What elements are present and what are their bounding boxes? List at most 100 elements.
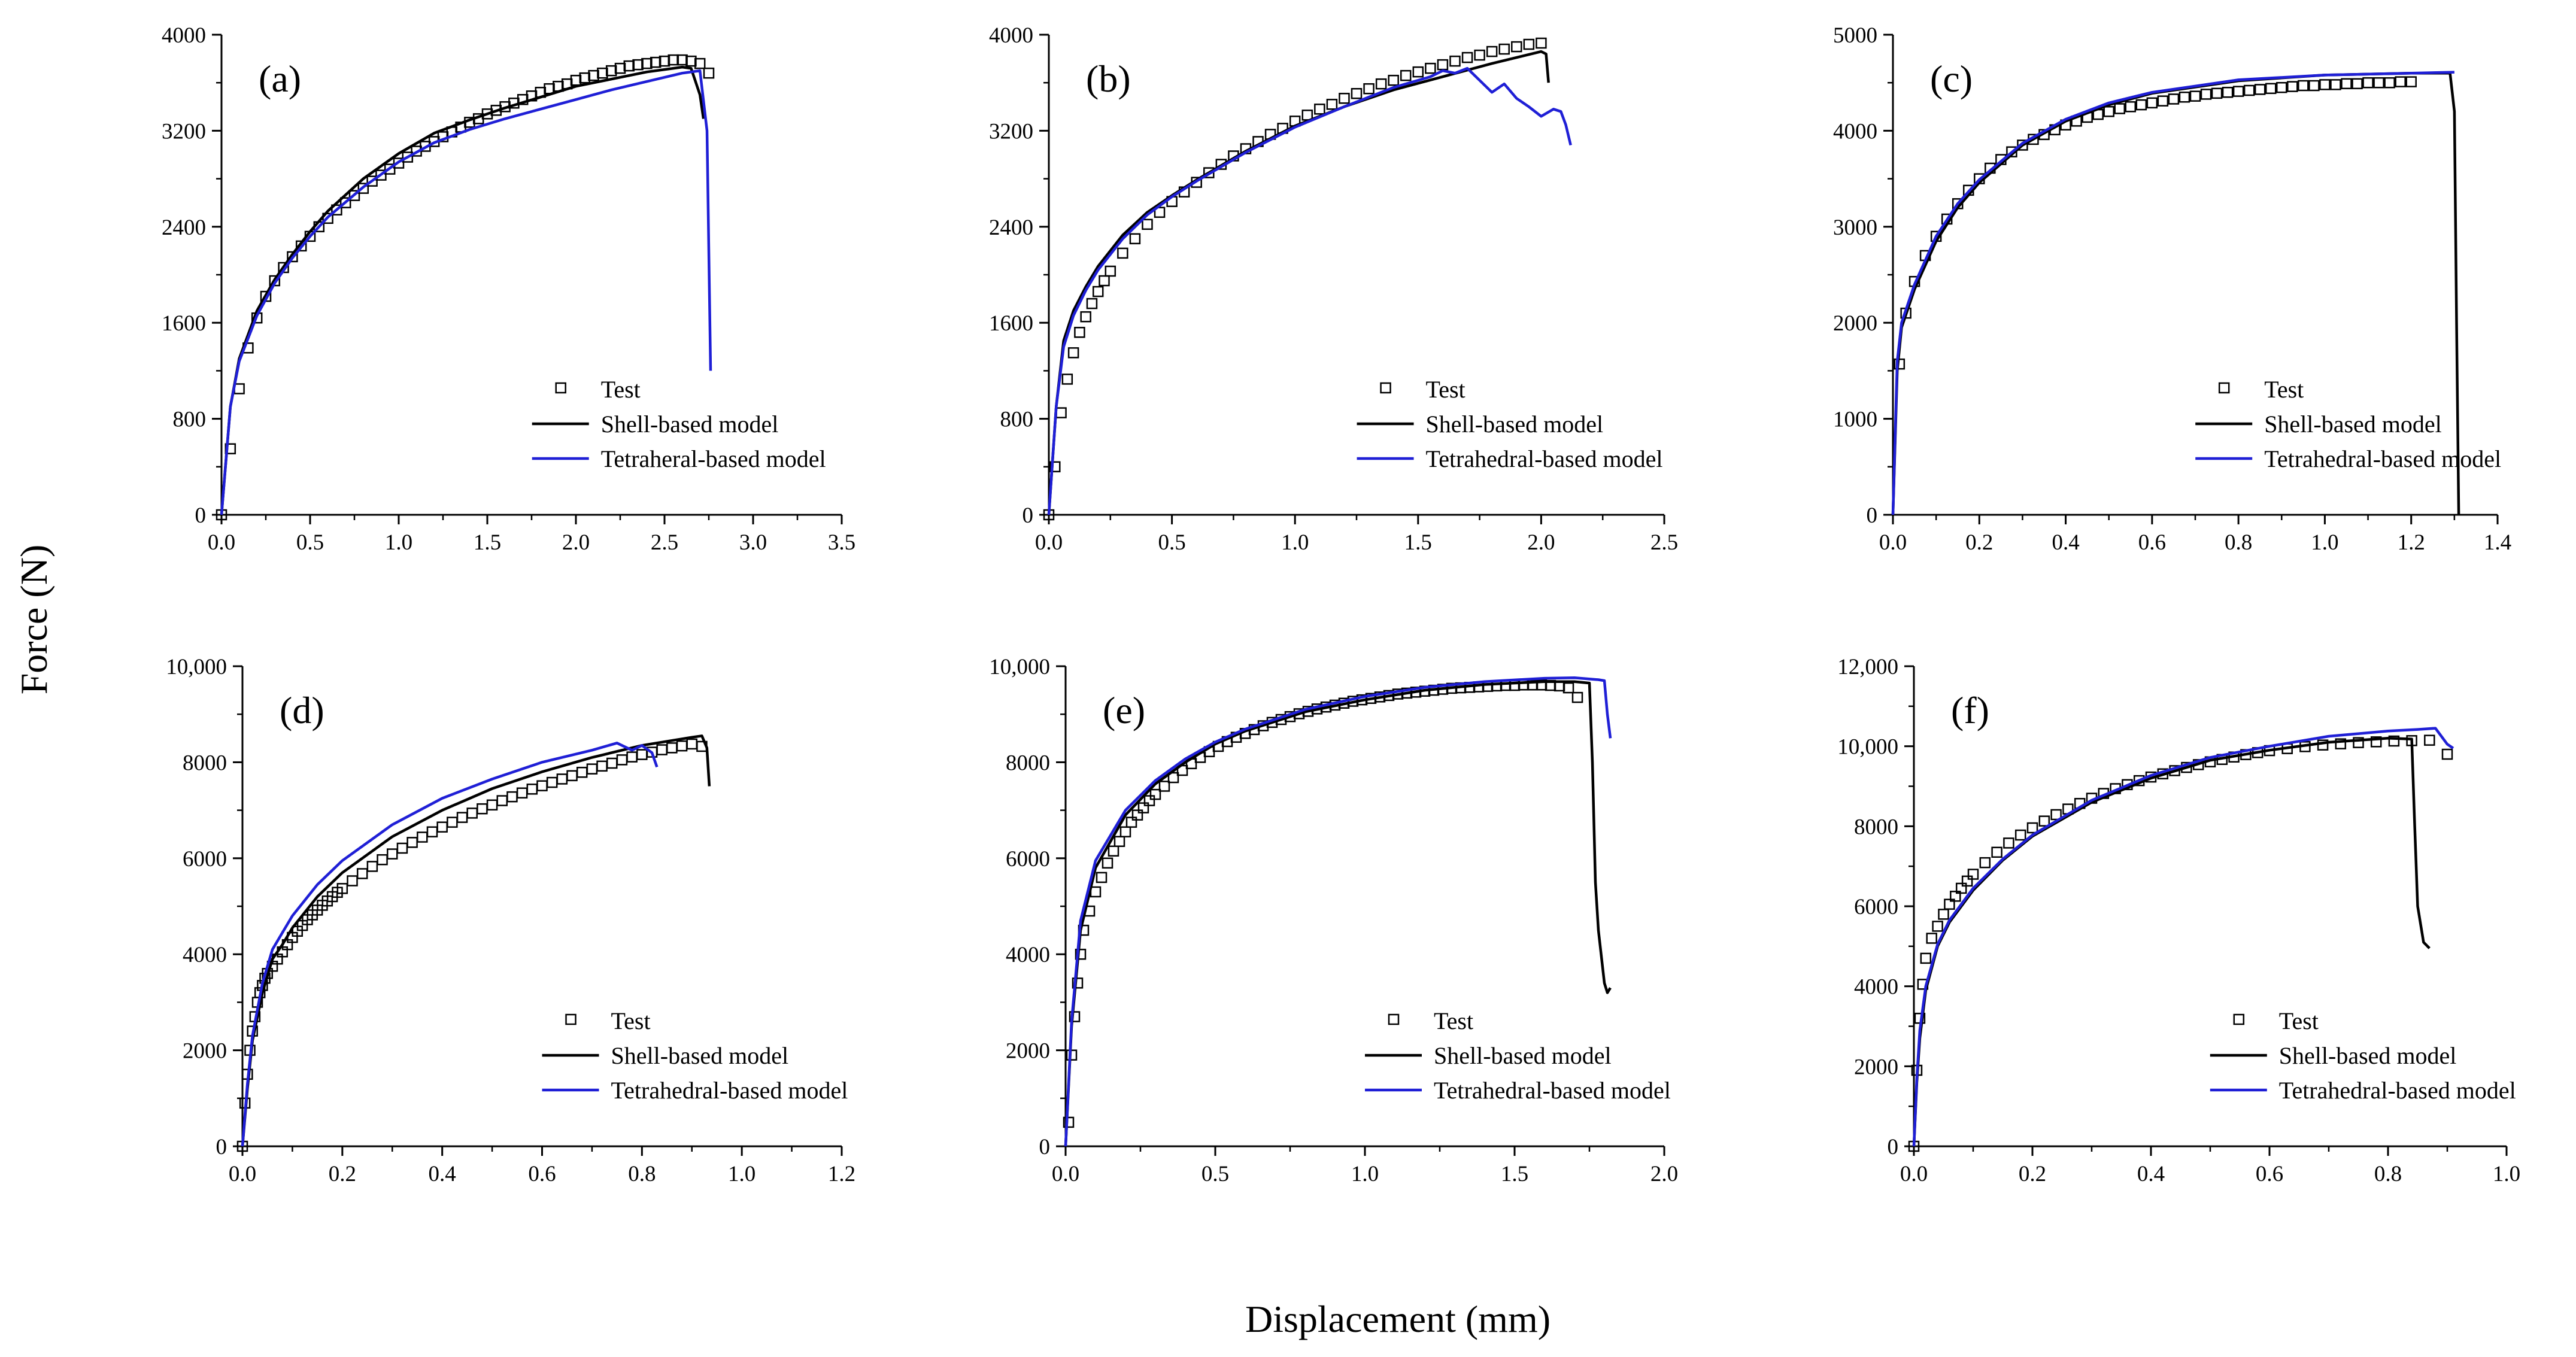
test-point xyxy=(2388,735,2400,747)
test-point xyxy=(2114,103,2125,114)
test-series xyxy=(236,738,708,1152)
test-point xyxy=(686,738,697,750)
test-point xyxy=(2352,78,2363,90)
test-point xyxy=(1474,49,1485,61)
legend-test-marker xyxy=(2233,1013,2245,1025)
legend: Test Shell-based model Tetrahedral-based m… xyxy=(1357,376,1662,472)
test-point xyxy=(676,740,688,752)
test-point xyxy=(2319,79,2331,90)
y-tick-label: 5000 xyxy=(1833,23,1877,48)
y-tick-label: 2000 xyxy=(1854,1055,1898,1079)
tetrahedral-series-line xyxy=(1891,71,2454,515)
shell-series-line xyxy=(1064,680,1612,1147)
test-point xyxy=(656,744,667,755)
test-point xyxy=(1099,275,1110,287)
test-point xyxy=(447,816,458,828)
tetrahedral-series-line xyxy=(1912,727,2454,1147)
x-tick-label: 1.0 xyxy=(728,1162,755,1186)
test-point xyxy=(1203,167,1215,178)
legend-label: Test xyxy=(2279,1007,2319,1034)
legend: Test Shell-based model Tetrahedral-based m… xyxy=(542,1007,848,1104)
y-tick-label: 3200 xyxy=(162,119,206,144)
test-point xyxy=(1991,846,2002,858)
test-point xyxy=(616,754,628,766)
test-point xyxy=(1926,933,1937,944)
test-point xyxy=(2330,79,2341,90)
y-tick-label: 10,000 xyxy=(166,655,227,679)
test-point xyxy=(2003,837,2014,849)
test-point xyxy=(1950,891,1961,902)
legend-test-marker xyxy=(555,382,566,394)
test-series xyxy=(1894,76,2417,370)
test-point xyxy=(1158,781,1170,792)
test-point xyxy=(2405,76,2417,87)
test-point xyxy=(2135,99,2147,111)
panels-layer: 0.0 0.5 1.0 1.5 2.0 2.5 3.0 3.5 0 800 1600 2400 3200… xyxy=(162,23,2520,1186)
y-tick-label: 2400 xyxy=(989,215,1033,240)
test-point xyxy=(606,757,618,769)
x-tick-label: 0.5 xyxy=(1201,1162,1229,1186)
test-point xyxy=(626,751,638,763)
legend-label: Shell-based model xyxy=(2264,411,2442,438)
test-point xyxy=(1979,857,1991,869)
test-point xyxy=(1131,809,1143,821)
x-tick-label: 2.0 xyxy=(562,530,590,555)
y-tick-label: 2400 xyxy=(162,215,206,240)
y-tick-label: 4000 xyxy=(1006,943,1050,967)
test-point xyxy=(2243,84,2255,96)
y-tick-label: 800 xyxy=(173,408,207,432)
x-tick-label: 1.0 xyxy=(1351,1162,1379,1186)
test-point xyxy=(2017,139,2028,151)
x-tick-label: 0.2 xyxy=(329,1162,356,1186)
x-tick-label: 1.2 xyxy=(828,1162,855,1186)
test-point xyxy=(1562,682,1574,694)
test-point xyxy=(1149,788,1161,800)
test-point xyxy=(375,169,387,181)
test-point xyxy=(2014,829,2026,841)
test-point xyxy=(377,854,388,866)
test-point xyxy=(406,837,418,848)
test-point xyxy=(1326,99,1338,110)
y-tick-label: 10,000 xyxy=(989,655,1050,679)
test-point xyxy=(2287,81,2298,92)
test-point xyxy=(2341,78,2352,90)
test-point xyxy=(2168,93,2180,105)
test-point xyxy=(1388,74,1399,86)
x-tick-label: 0.6 xyxy=(2256,1162,2283,1186)
test-point xyxy=(426,826,438,837)
legend-label: Shell-based model xyxy=(1426,411,1604,438)
legend: Test Shell-based model Tetrahedral-based m… xyxy=(2210,1007,2516,1104)
test-point xyxy=(1363,83,1375,95)
test-point xyxy=(387,848,398,860)
y-tick-label: 0 xyxy=(195,503,207,528)
test-point xyxy=(287,251,298,263)
test-point xyxy=(2384,77,2395,89)
test-point xyxy=(2424,734,2435,746)
y-tick-label: 6000 xyxy=(1006,847,1050,872)
test-point xyxy=(2353,737,2364,748)
legend-label: Tetrahedral-based model xyxy=(611,1077,848,1104)
x-tick-label: 0.2 xyxy=(2019,1162,2046,1186)
y-tick-label: 0 xyxy=(1888,1135,1899,1159)
legend-label: Shell-based model xyxy=(601,411,779,438)
test-point xyxy=(1142,218,1153,230)
test-point xyxy=(1069,1011,1081,1022)
y-tick-label: 8000 xyxy=(1006,751,1050,775)
test-point xyxy=(1075,948,1087,960)
test-point xyxy=(1498,43,1510,55)
test-point xyxy=(396,842,408,854)
x-tick-label: 0.8 xyxy=(2225,530,2252,555)
y-tick-label: 2000 xyxy=(1833,311,1877,336)
tetrahedral-series-line xyxy=(220,69,712,515)
legend-label: Test xyxy=(2264,376,2304,403)
y-tick-label: 2000 xyxy=(1006,1039,1050,1064)
panel-label: (e) xyxy=(1103,689,1145,731)
legend: Test Shell-based model Tetraheral-based mo… xyxy=(532,376,826,472)
test-point xyxy=(2254,84,2266,95)
legend-label: Test xyxy=(601,376,641,403)
test-point xyxy=(2370,736,2382,748)
tetrahedral-series-line xyxy=(241,742,659,1147)
test-point xyxy=(1113,836,1125,847)
x-tick-label: 1.0 xyxy=(1281,530,1309,555)
